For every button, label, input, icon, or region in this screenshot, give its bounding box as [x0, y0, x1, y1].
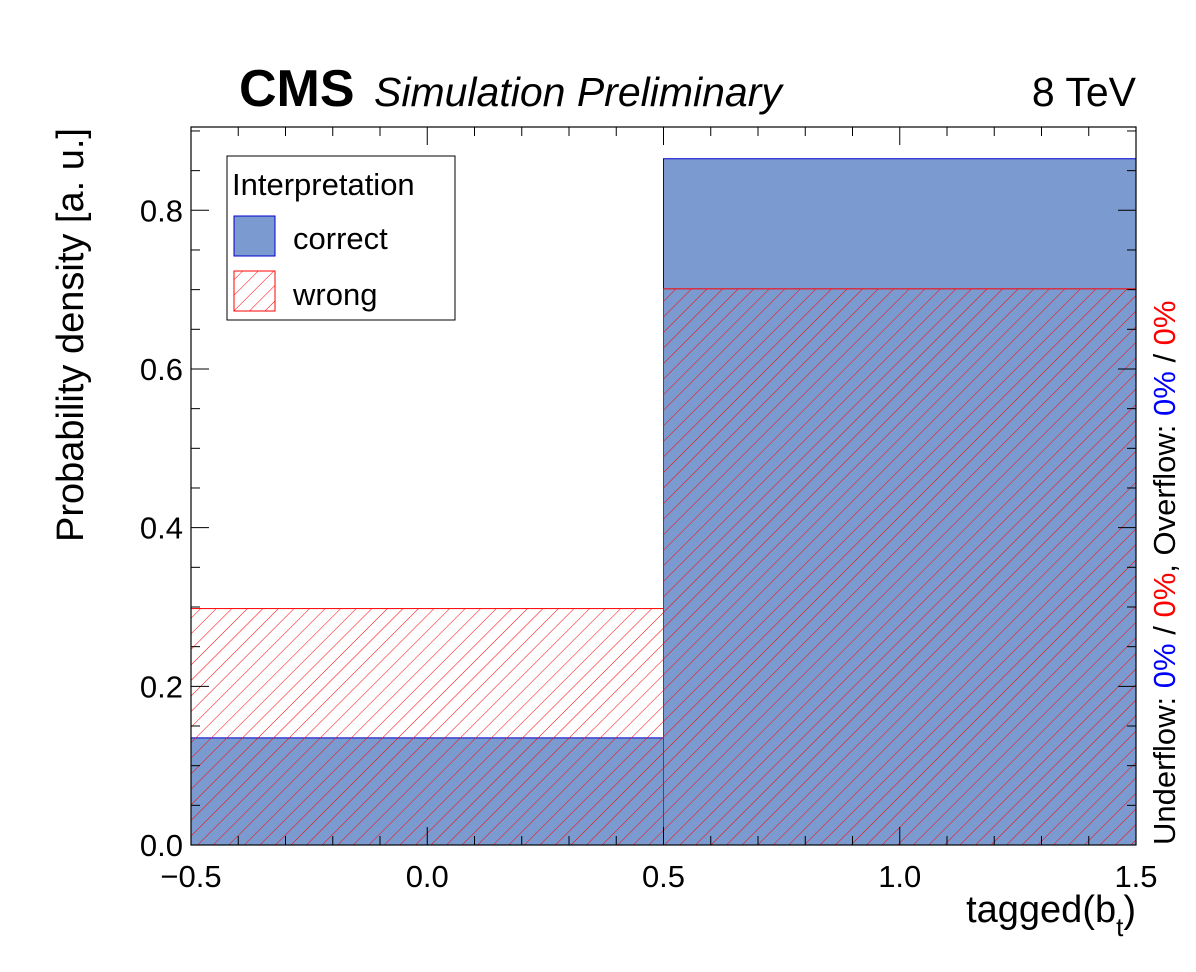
overflow-correct: 0%	[1147, 371, 1182, 416]
overflow-sep: /	[1147, 345, 1182, 371]
x-tick-label: 0.0	[406, 859, 449, 894]
overflow-label: , Overflow:	[1147, 416, 1182, 573]
overflow-wrong: 0%	[1147, 301, 1182, 346]
legend: Interpretation correct wrong	[226, 155, 456, 321]
overflow-annotation: Underflow: 0% / 0%, Overflow: 0% / 0%	[1147, 301, 1182, 846]
legend-swatch-correct	[233, 215, 276, 257]
histogram-bars	[190, 158, 1137, 846]
x-tick-label: 0.5	[642, 859, 685, 894]
underflow-wrong: 0%	[1147, 573, 1182, 618]
x-tick-label: 1.0	[878, 859, 921, 894]
x-axis-title-main: tagged(b	[966, 889, 1116, 931]
x-tick-label: −0.5	[160, 859, 221, 894]
energy-label: 8 TeV	[1032, 69, 1137, 115]
y-axis-title: Probability density [a. u.]	[50, 128, 92, 542]
cms-label: CMS	[239, 60, 355, 118]
legend-label-correct: correct	[293, 221, 388, 256]
y-tick-label: 0.4	[140, 511, 183, 546]
underflow-correct: 0%	[1147, 643, 1182, 688]
x-axis-title-sub: t	[1116, 912, 1124, 942]
y-tick-label: 0.0	[140, 828, 183, 863]
x-axis-title: tagged(bt)	[966, 889, 1136, 942]
legend-label-wrong: wrong	[292, 277, 377, 312]
legend-swatch-wrong	[233, 270, 276, 312]
y-tick-label: 0.2	[140, 669, 183, 704]
underflow-label: Underflow:	[1147, 688, 1182, 845]
bar-wrong-0	[190, 608, 664, 846]
legend-title: Interpretation	[232, 167, 415, 202]
y-tick-label: 0.6	[140, 352, 183, 387]
chart-subtitle: Simulation Preliminary	[374, 69, 784, 115]
y-tick-label: 0.8	[140, 193, 183, 228]
bar-wrong-1	[663, 288, 1137, 846]
axis-ticks: −0.5 0.0 0.5 1.0 1.50.00.20.40.60.8	[140, 127, 1158, 894]
x-tick-label: 1.5	[1114, 859, 1157, 894]
x-axis-title-close: )	[1123, 889, 1136, 931]
underflow-sep: /	[1147, 618, 1182, 644]
